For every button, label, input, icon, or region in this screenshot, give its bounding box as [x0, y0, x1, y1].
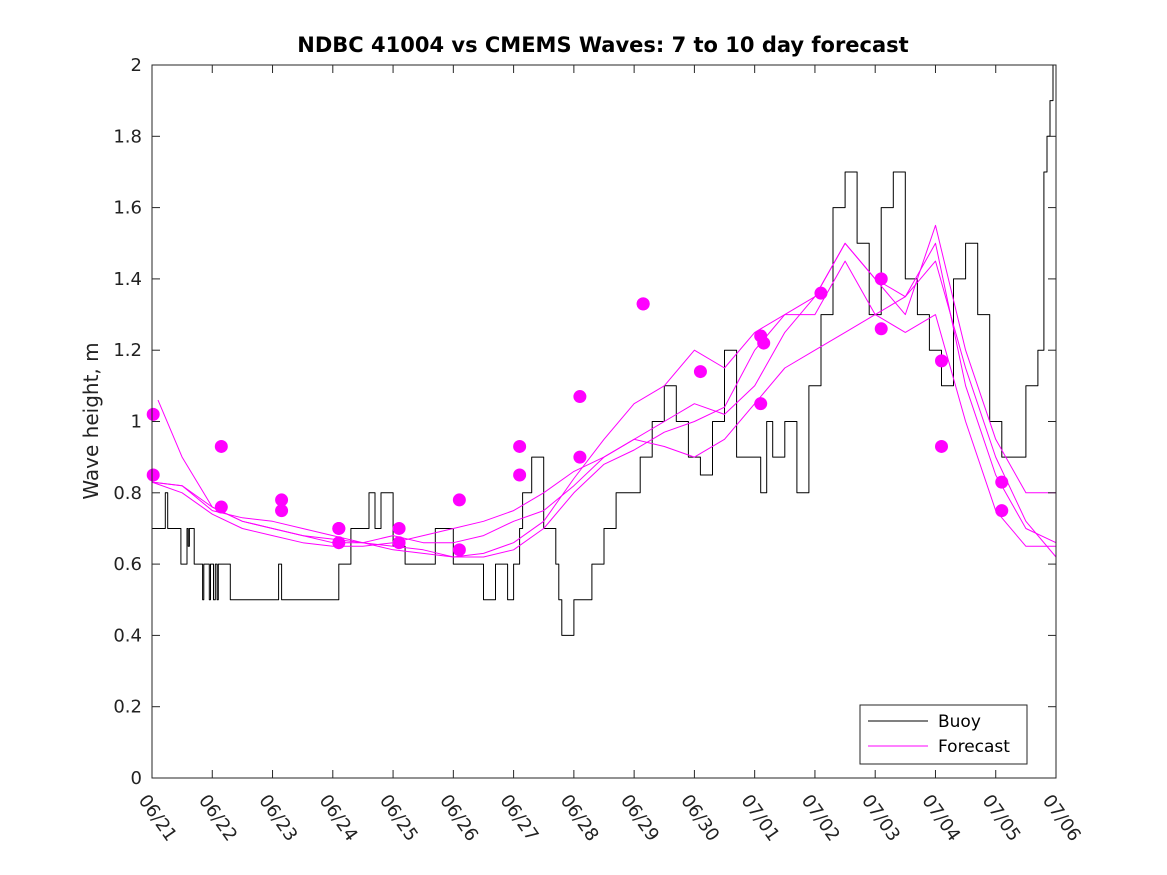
- forecast-start-marker: [513, 439, 527, 453]
- y-tick-label: 1.8: [113, 126, 142, 147]
- forecast-start-marker: [874, 272, 888, 286]
- forecast-start-marker: [874, 322, 888, 336]
- forecast-start-marker: [636, 297, 650, 311]
- legend: Buoy Forecast: [859, 704, 1028, 765]
- y-axis-label: Wave height, m: [79, 342, 103, 499]
- forecast-start-marker: [146, 468, 160, 482]
- legend-box: [859, 704, 1028, 765]
- forecast-start-marker: [573, 390, 587, 404]
- forecast-start-marker: [573, 450, 587, 464]
- forecast-start-marker: [332, 521, 346, 535]
- legend-label-forecast: Forecast: [938, 737, 1010, 757]
- forecast-start-marker: [513, 468, 527, 482]
- y-tick-label: 0.2: [113, 697, 142, 718]
- forecast-start-marker: [214, 500, 228, 514]
- forecast-start-marker: [275, 493, 289, 507]
- y-tick-label: 0.8: [113, 483, 142, 504]
- forecast-start-marker: [146, 407, 160, 421]
- chart-title: NDBC 41004 vs CMEMS Waves: 7 to 10 day f…: [297, 33, 908, 57]
- forecast-start-marker: [332, 536, 346, 550]
- forecast-start-marker: [754, 397, 768, 411]
- y-tick-label: 0.6: [113, 554, 142, 575]
- series-line-buoy: [152, 65, 1054, 636]
- y-tick-label: 1.4: [113, 269, 142, 290]
- y-tick-label: 2: [131, 55, 142, 76]
- y-tick-label: 0.4: [113, 625, 142, 646]
- y-tick-label: 0: [131, 768, 142, 789]
- y-tick-label: 1.2: [113, 340, 142, 361]
- forecast-start-marker: [452, 543, 466, 557]
- y-tick-label: 1.6: [113, 198, 142, 219]
- forecast-start-marker: [214, 439, 228, 453]
- y-tick-label: 1: [131, 412, 142, 433]
- forecast-start-marker: [995, 504, 1009, 518]
- forecast-start-marker: [934, 439, 948, 453]
- series-line-forecast: [151, 314, 1056, 547]
- forecast-marker-layer: [146, 272, 1009, 557]
- forecast-start-marker: [452, 493, 466, 507]
- forecast-start-marker: [995, 475, 1009, 489]
- forecast-start-marker: [275, 504, 289, 518]
- forecast-start-marker: [814, 286, 828, 300]
- forecast-start-marker: [693, 365, 707, 379]
- legend-label-buoy: Buoy: [938, 712, 981, 732]
- series-layer: [151, 65, 1057, 636]
- forecast-start-marker: [392, 536, 406, 550]
- forecast-start-marker: [392, 521, 406, 535]
- forecast-start-marker: [934, 354, 948, 368]
- series-line-forecast: [151, 242, 1057, 558]
- forecast-start-marker: [757, 336, 771, 350]
